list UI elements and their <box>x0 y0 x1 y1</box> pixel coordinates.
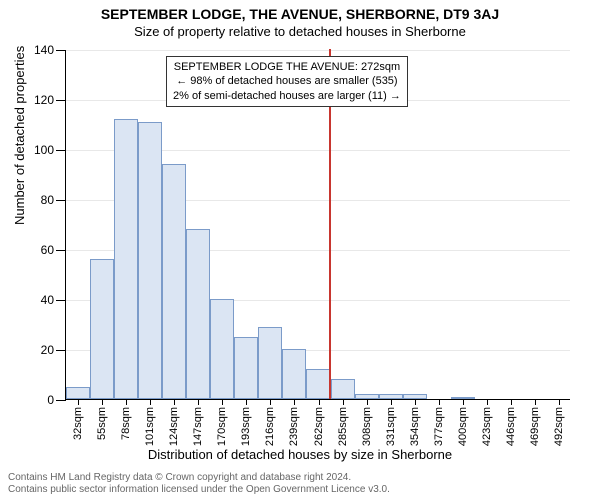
x-tick-label: 469sqm <box>529 407 541 446</box>
x-axis-label: Distribution of detached houses by size … <box>0 447 600 462</box>
x-tick <box>150 399 151 405</box>
x-tick <box>294 399 295 405</box>
histogram-bar <box>138 122 162 400</box>
y-tick-label: 40 <box>24 293 54 307</box>
x-tick <box>343 399 344 405</box>
x-tick-label: 170sqm <box>216 407 228 446</box>
y-tick-label: 0 <box>24 393 54 407</box>
x-tick-label: 101sqm <box>144 407 156 446</box>
y-tick <box>56 400 66 401</box>
x-tick <box>270 399 271 405</box>
x-tick-label: 239sqm <box>288 407 300 446</box>
x-tick <box>511 399 512 405</box>
footer-attribution: Contains HM Land Registry data © Crown c… <box>8 472 390 496</box>
footer-line-2: Contains public sector information licen… <box>8 484 390 496</box>
x-tick-label: 400sqm <box>457 407 469 446</box>
plot: 02040608010012014032sqm55sqm78sqm101sqm1… <box>65 50 570 400</box>
x-tick-label: 124sqm <box>168 407 180 446</box>
annotation-line-3: 2% of semi-detached houses are larger (1… <box>173 89 401 103</box>
gridline <box>66 50 570 51</box>
x-tick <box>559 399 560 405</box>
x-tick <box>246 399 247 405</box>
y-tick <box>56 150 66 151</box>
y-tick-label: 100 <box>24 143 54 157</box>
page-title: SEPTEMBER LODGE, THE AVENUE, SHERBORNE, … <box>0 0 600 22</box>
histogram-bar <box>258 327 282 400</box>
x-tick <box>367 399 368 405</box>
histogram-bar <box>306 369 330 399</box>
histogram-bar <box>331 379 355 399</box>
histogram-bar <box>66 387 90 400</box>
y-tick <box>56 300 66 301</box>
chart-area: 02040608010012014032sqm55sqm78sqm101sqm1… <box>65 50 570 400</box>
x-tick <box>126 399 127 405</box>
y-tick-label: 80 <box>24 193 54 207</box>
x-tick <box>487 399 488 405</box>
x-tick-label: 331sqm <box>385 407 397 446</box>
y-tick-label: 20 <box>24 343 54 357</box>
x-tick-label: 446sqm <box>505 407 517 446</box>
y-tick <box>56 50 66 51</box>
annotation-line-1: SEPTEMBER LODGE THE AVENUE: 272sqm <box>173 60 401 74</box>
x-tick-label: 147sqm <box>192 407 204 446</box>
x-tick-label: 262sqm <box>313 407 325 446</box>
x-tick <box>174 399 175 405</box>
y-tick <box>56 100 66 101</box>
x-tick <box>415 399 416 405</box>
y-tick-label: 60 <box>24 243 54 257</box>
histogram-bar <box>114 119 138 399</box>
x-tick <box>391 399 392 405</box>
y-tick <box>56 200 66 201</box>
x-tick <box>222 399 223 405</box>
histogram-bar <box>234 337 258 400</box>
x-tick-label: 78sqm <box>120 407 132 440</box>
x-tick-label: 55sqm <box>96 407 108 440</box>
y-tick-label: 140 <box>24 43 54 57</box>
x-tick-label: 216sqm <box>264 407 276 446</box>
y-tick <box>56 350 66 351</box>
x-tick <box>463 399 464 405</box>
histogram-bar <box>186 229 210 399</box>
y-tick <box>56 250 66 251</box>
histogram-bar <box>210 299 234 399</box>
y-tick-label: 120 <box>24 93 54 107</box>
histogram-bar <box>282 349 306 399</box>
x-tick <box>535 399 536 405</box>
x-tick <box>319 399 320 405</box>
histogram-bar <box>90 259 114 399</box>
x-tick-label: 492sqm <box>553 407 565 446</box>
x-tick <box>198 399 199 405</box>
x-tick-label: 377sqm <box>433 407 445 446</box>
x-tick-label: 193sqm <box>240 407 252 446</box>
footer-line-1: Contains HM Land Registry data © Crown c… <box>8 472 390 484</box>
x-tick-label: 423sqm <box>481 407 493 446</box>
page-subtitle: Size of property relative to detached ho… <box>0 22 600 39</box>
x-tick-label: 308sqm <box>361 407 373 446</box>
x-tick-label: 285sqm <box>337 407 349 446</box>
annotation-box: SEPTEMBER LODGE THE AVENUE: 272sqm← 98% … <box>166 56 408 107</box>
annotation-line-2: ← 98% of detached houses are smaller (53… <box>173 74 401 88</box>
x-tick <box>78 399 79 405</box>
x-tick-label: 354sqm <box>409 407 421 446</box>
x-tick <box>102 399 103 405</box>
x-tick-label: 32sqm <box>72 407 84 440</box>
x-tick <box>439 399 440 405</box>
histogram-bar <box>162 164 186 399</box>
